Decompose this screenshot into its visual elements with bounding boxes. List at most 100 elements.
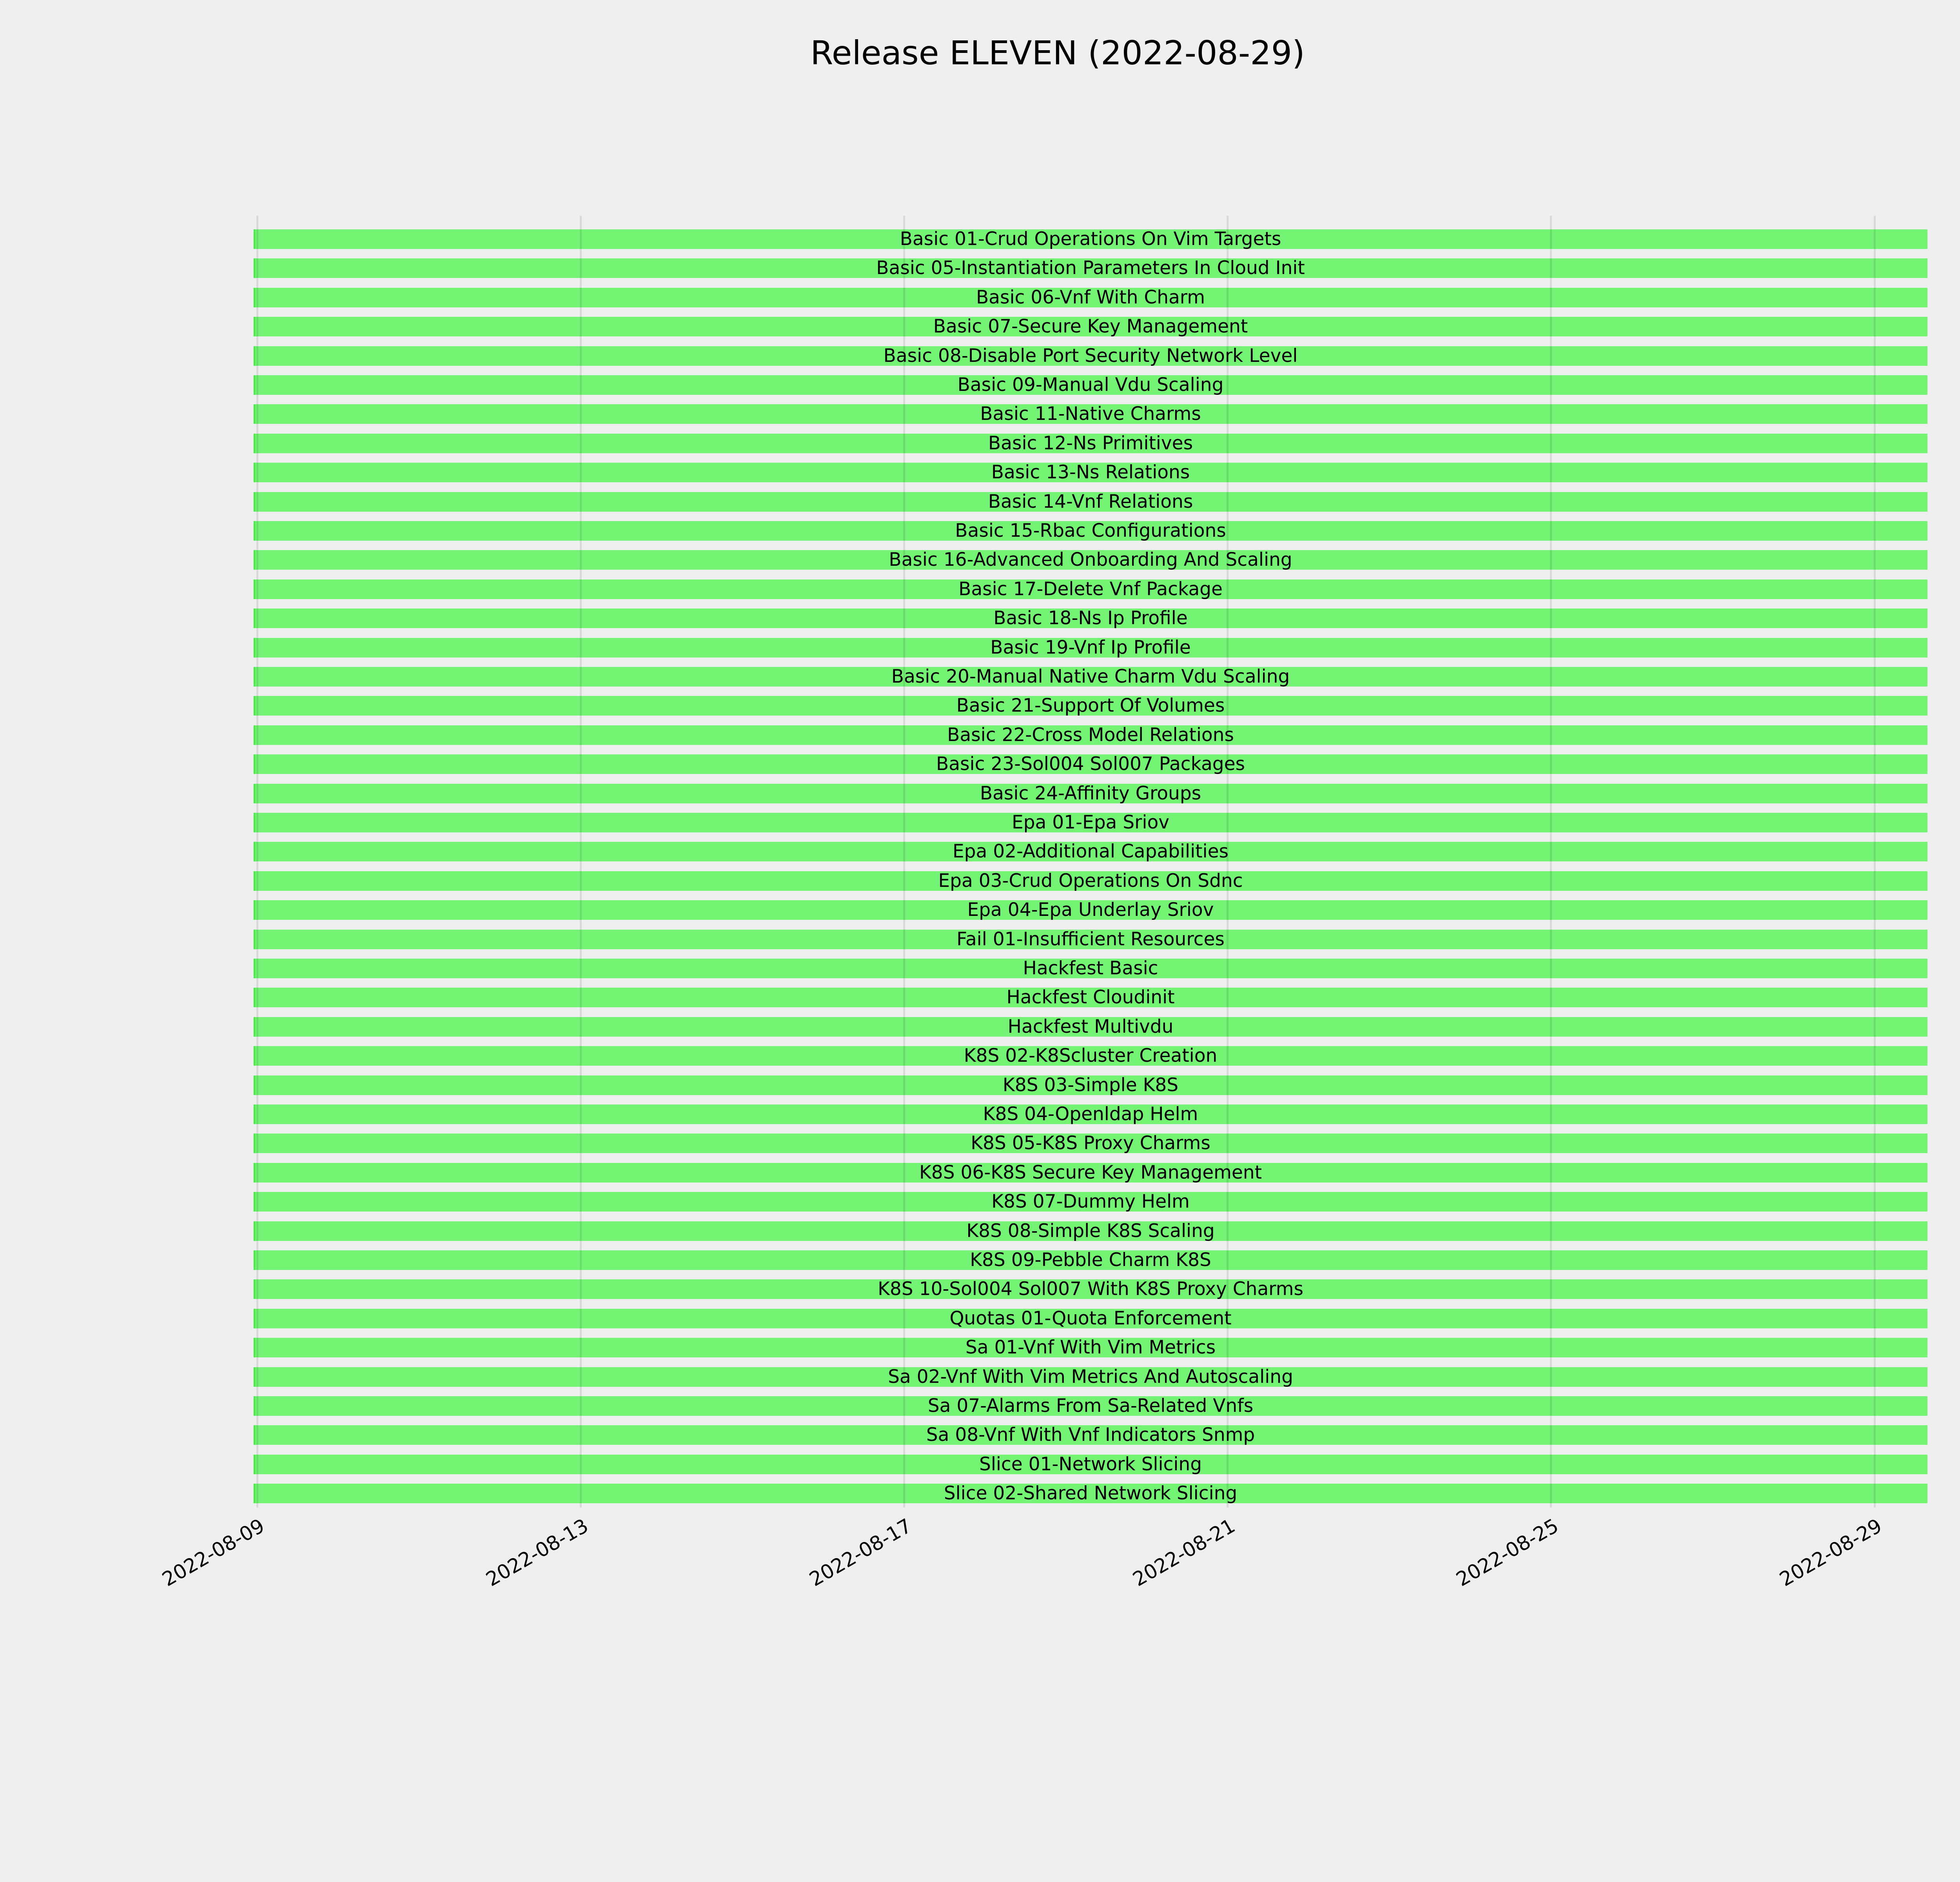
gantt-bar-label: Basic 22-Cross Model Relations (947, 724, 1234, 746)
gantt-bar (254, 579, 1927, 599)
x-tick-label: 2022-08-09 (158, 1514, 269, 1591)
gantt-bar-label: Hackfest Cloudinit (1006, 986, 1175, 1008)
gantt-bar-label: Basic 09-Manual Vdu Scaling (957, 374, 1224, 396)
gantt-bar-label: Sa 01-Vnf With Vim Metrics (965, 1337, 1216, 1359)
gantt-bar-label: K8S 09-Pebble Charm K8S (970, 1249, 1211, 1271)
gantt-bar-label: Quotas 01-Quota Enforcement (949, 1307, 1232, 1329)
gantt-bar-label: Basic 20-Manual Native Charm Vdu Scaling (891, 666, 1290, 687)
x-gridline (1227, 216, 1229, 1508)
gantt-bar (254, 1046, 1927, 1066)
gantt-bar (254, 1221, 1927, 1241)
x-gridline (1873, 216, 1876, 1508)
gantt-bar-label: Epa 04-Epa Underlay Sriov (967, 899, 1214, 921)
gantt-bar-label: Basic 18-Ns Ip Profile (993, 607, 1188, 629)
gantt-bar-label: Hackfest Basic (1023, 957, 1158, 979)
gantt-bar-label: Basic 15-Rbac Configurations (955, 520, 1226, 541)
chart-title: Release ELEVEN (2022-08-29) (810, 34, 1305, 72)
gantt-bar-label: K8S 02-K8Scluster Creation (964, 1045, 1218, 1067)
gantt-bar (254, 258, 1927, 278)
x-tick-label: 2022-08-21 (1129, 1514, 1239, 1591)
gantt-bar-label: Basic 24-Affinity Groups (980, 782, 1201, 804)
gantt-bar-label: K8S 10-Sol004 Sol007 With K8S Proxy Char… (878, 1278, 1303, 1300)
gantt-bar-label: Basic 19-Vnf Ip Profile (990, 636, 1191, 658)
gantt-bar (254, 1484, 1927, 1504)
gantt-bar-label: Basic 16-Advanced Onboarding And Scaling (889, 549, 1292, 571)
gantt-bar (254, 229, 1927, 249)
gantt-bar (254, 317, 1927, 337)
gantt-bar (254, 871, 1927, 891)
x-gridline (1550, 216, 1552, 1508)
gantt-bar (254, 1075, 1927, 1095)
gantt-bar (254, 1454, 1927, 1474)
gantt-bar-label: K8S 05-K8S Proxy Charms (971, 1132, 1210, 1154)
gantt-bar-label: Epa 01-Epa Sriov (1011, 812, 1170, 833)
gantt-bar (254, 1250, 1927, 1270)
gantt-bar-label: Fail 01-Insufficient Resources (956, 928, 1225, 950)
gantt-bar (254, 813, 1927, 832)
gantt-bar (254, 667, 1927, 687)
gantt-bar-label: K8S 07-Dummy Helm (991, 1191, 1190, 1213)
gantt-bar (254, 1163, 1927, 1183)
gantt-bar-label: Epa 02-Additional Capabilities (952, 841, 1229, 863)
gantt-bar-label: Basic 17-Delete Vnf Package (958, 578, 1223, 600)
gantt-bar (254, 1425, 1927, 1445)
gantt-bar (254, 638, 1927, 658)
gantt-bar-label: K8S 04-Openldap Helm (983, 1103, 1198, 1125)
x-gridline (579, 216, 582, 1508)
gantt-bar (254, 696, 1927, 716)
gantt-bar (254, 404, 1927, 424)
gantt-bar-label: Basic 11-Native Charms (980, 403, 1201, 425)
gantt-bar (254, 1279, 1927, 1299)
gantt-bar (254, 1367, 1927, 1387)
gantt-bar (254, 375, 1927, 395)
gantt-bar-label: Slice 01-Network Slicing (979, 1453, 1202, 1475)
gantt-bar (254, 609, 1927, 629)
gantt-bar-label: Sa 08-Vnf With Vnf Indicators Snmp (926, 1424, 1255, 1446)
gantt-bar (254, 842, 1927, 862)
gantt-bar (254, 521, 1927, 541)
gantt-bar (254, 1192, 1927, 1212)
gantt-bar (254, 754, 1927, 774)
gantt-bar-label: Sa 02-Vnf With Vim Metrics And Autoscali… (888, 1366, 1293, 1388)
gantt-bar-label: K8S 06-K8S Secure Key Management (919, 1161, 1262, 1183)
gantt-bar-label: Basic 13-Ns Relations (991, 461, 1190, 483)
gantt-bar-label: Basic 01-Crud Operations On Vim Targets (900, 228, 1281, 250)
gantt-bar (254, 287, 1927, 307)
gantt-bar (254, 550, 1927, 570)
gantt-bar (254, 783, 1927, 803)
gantt-bar (254, 1338, 1927, 1358)
gantt-bar (254, 463, 1927, 483)
x-gridline (256, 216, 258, 1508)
gantt-bar (254, 1396, 1927, 1416)
gantt-bar (254, 492, 1927, 512)
gantt-bar (254, 346, 1927, 366)
gantt-bar (254, 433, 1927, 453)
gantt-bar (254, 725, 1927, 745)
gantt-bar-label: Epa 03-Crud Operations On Sdnc (938, 870, 1243, 892)
gantt-bar-label: Basic 08-Disable Port Security Network L… (883, 345, 1298, 367)
gantt-bar (254, 988, 1927, 1008)
gantt-bar-label: Slice 02-Shared Network Slicing (944, 1482, 1238, 1504)
gantt-bar (254, 1104, 1927, 1124)
gantt-bar-label: Basic 12-Ns Primitives (988, 432, 1193, 454)
gantt-bar (254, 929, 1927, 949)
gantt-bar (254, 1308, 1927, 1328)
gantt-bar-label: Basic 23-Sol004 Sol007 Packages (936, 753, 1245, 775)
gantt-bar-label: Basic 07-Secure Key Management (933, 316, 1248, 338)
gantt-bar-label: Hackfest Multivdu (1007, 1015, 1174, 1037)
x-tick-label: 2022-08-29 (1776, 1514, 1886, 1591)
gantt-bar-label: Basic 21-Support Of Volumes (956, 695, 1225, 717)
gantt-bar-label: Basic 06-Vnf With Charm (976, 286, 1205, 308)
x-gridline (903, 216, 905, 1508)
gantt-bar (254, 959, 1927, 978)
x-tick-label: 2022-08-13 (482, 1514, 592, 1591)
gantt-bar (254, 900, 1927, 920)
gantt-bar-label: Basic 14-Vnf Relations (988, 490, 1193, 512)
x-tick-label: 2022-08-25 (1452, 1514, 1563, 1591)
gantt-bar (254, 1017, 1927, 1037)
gantt-bar (254, 1134, 1927, 1154)
gantt-bar-label: Basic 05-Instantiation Parameters In Clo… (876, 257, 1305, 279)
gantt-bar-label: K8S 03-Simple K8S (1002, 1074, 1179, 1096)
x-tick-label: 2022-08-17 (805, 1514, 916, 1591)
